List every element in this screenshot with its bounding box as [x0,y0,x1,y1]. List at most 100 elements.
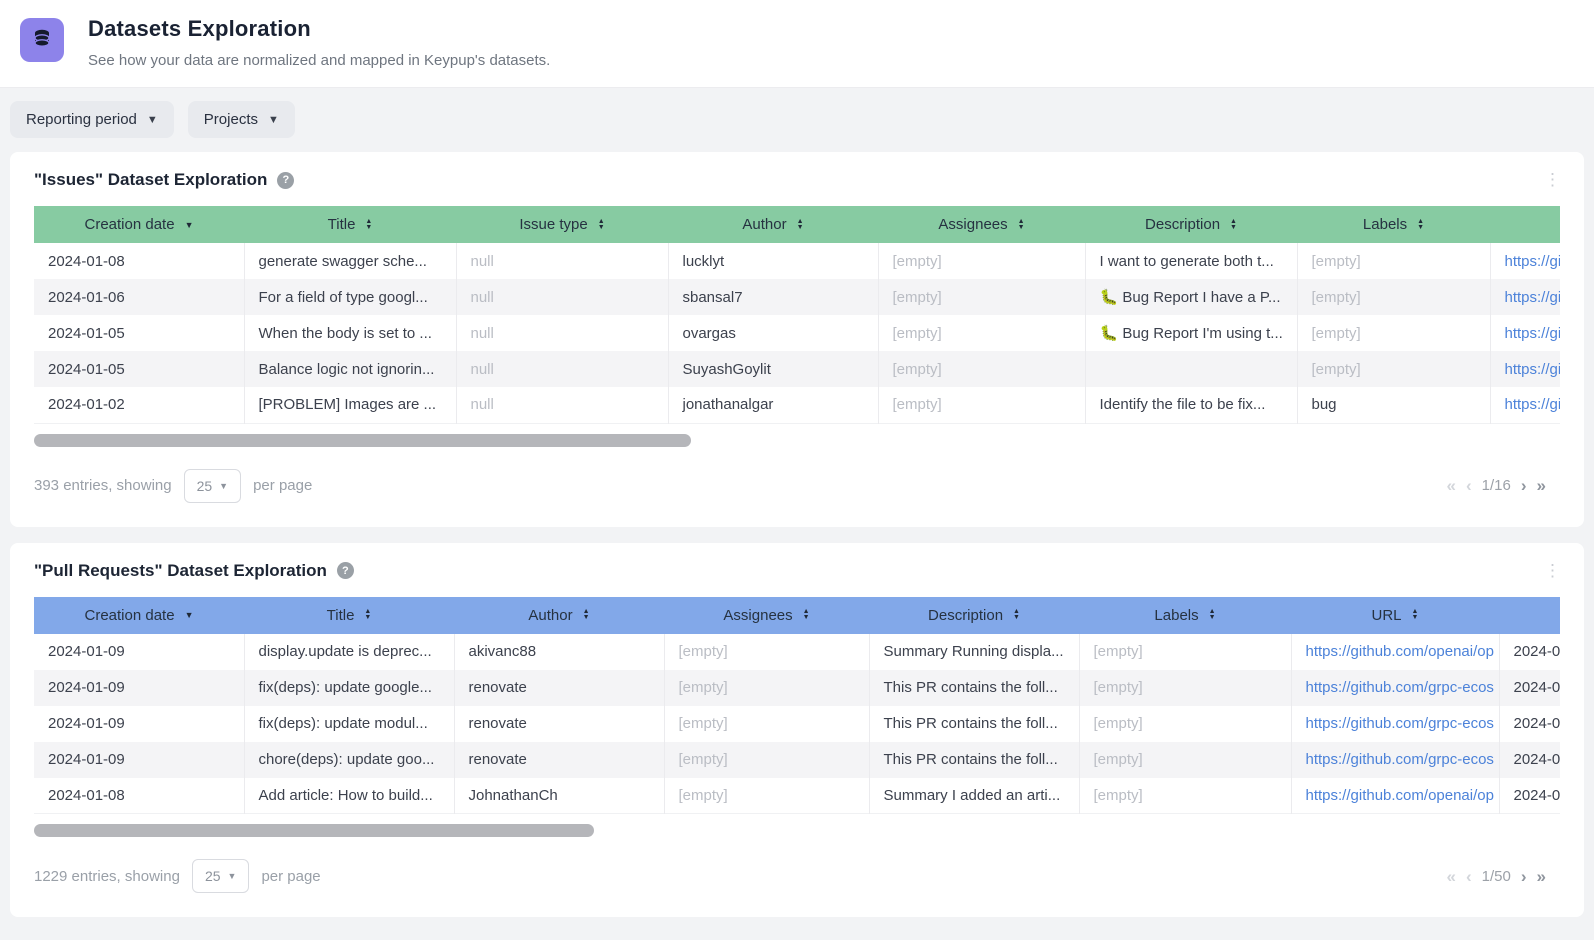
cell-labels: [empty] [1297,351,1491,387]
sort-icon: ▲ ▼ [1013,608,1020,621]
cell-creation-date: 2024-01-05 [34,351,245,387]
column-header-issue-type[interactable]: Issue type ▲ ▼ [456,206,668,243]
cell-description: 🐛 Bug Report I have a P... [1085,279,1298,315]
cell-url-link[interactable]: https://git [1504,324,1561,342]
page-indicator: 1/50 [1481,867,1511,885]
column-header-title[interactable]: Title ▲ ▼ [244,206,456,243]
prev-page-button[interactable]: ‹ [1465,866,1472,886]
prs-table: Creation date ▼ Title ▲ ▼ Author ▲ ▼ Assignee… [34,596,1561,815]
cell-description [1085,351,1298,387]
sort-icon: ▲ ▼ [1417,217,1425,231]
column-header-creation-date[interactable]: Creation date ▼ [34,596,244,634]
cell-creation-date: 2024-01-08 [34,777,245,814]
page-indicator: 1/16 [1481,477,1511,494]
cell-first-commit: 2024-01 [1499,741,1560,778]
first-page-button[interactable]: « [1446,866,1456,886]
issues-table-viewport: Creation date ▼ Title ▲ ▼ Issue type ▲ ▼ Auth… [34,206,1560,424]
table-row: 2024-01-06 For a field of type googl... … [34,279,1560,315]
cell-creation-date: 2024-01-02 [34,387,245,423]
cell-creation-date: 2024-01-09 [34,669,245,706]
column-header-first-commit[interactable]: First c [1499,596,1560,634]
cell-url-link[interactable]: https://github.com/openai/op [1291,633,1500,670]
prev-page-button[interactable]: ‹ [1465,476,1472,495]
cell-title: display.update is deprec... [244,633,455,670]
next-page-button[interactable]: › [1520,866,1527,886]
cell-url-link[interactable]: https://git [1504,252,1561,270]
cell-url-link[interactable]: https://github.com/openai/op [1291,777,1500,814]
column-header-url[interactable]: URL ▲ ▼ [1291,596,1499,634]
cell-title: chore(deps): update goo... [244,741,455,778]
sort-icon: ▲ ▼ [796,217,804,231]
cell-title: For a field of type googl... [244,279,457,315]
cell-assignees: [empty] [878,243,1086,279]
table-row: 2024-01-09 display.update is deprec... a… [34,633,1561,670]
table-row: 2024-01-09 chore(deps): update goo... re… [34,741,1560,778]
issues-panel-title: "Issues" Dataset Exploration [34,170,268,189]
first-page-button[interactable]: « [1446,476,1456,495]
last-page-button[interactable]: » [1536,866,1546,886]
column-header-title[interactable]: Title ▲ ▼ [244,596,454,634]
cell-assignees: [empty] [664,777,870,814]
cell-assignees: [empty] [664,705,870,742]
cell-assignees: [empty] [664,669,870,706]
cell-author: jonathanalgar [668,387,879,423]
sort-desc-icon: ▼ [184,610,194,620]
next-page-button[interactable]: › [1520,476,1527,495]
cell-title: Add article: How to build... [244,777,455,814]
scrollbar-thumb[interactable] [34,433,691,447]
cell-url-link[interactable]: https://github.com/grpc-ecos [1291,741,1500,778]
scrollbar-thumb[interactable] [34,824,594,837]
cell-labels: [empty] [1297,315,1491,351]
per-page-suffix: per page [253,477,313,494]
cell-labels: bug [1297,387,1491,423]
cell-title: fix(deps): update modul... [244,705,455,742]
column-header-assignees[interactable]: Assignees ▲ ▼ [664,596,869,634]
caret-down-icon: ▼ [219,480,229,491]
cell-creation-date: 2024-01-09 [34,741,245,778]
table-row: 2024-01-02 [PROBLEM] Images are ... null… [34,387,1560,423]
column-header-labels[interactable]: Labels ▲ ▼ [1297,206,1490,243]
per-page-select[interactable]: 25 ▼ [191,859,250,893]
per-page-select[interactable]: 25 ▼ [183,468,242,503]
cell-url-link[interactable]: https://git [1504,396,1561,414]
sort-icon: ▲ ▼ [1208,608,1216,621]
cell-assignees: [empty] [878,387,1086,423]
column-header-url[interactable] [1490,206,1560,243]
sort-icon: ▲ ▼ [365,217,373,231]
kebab-menu-icon[interactable]: ⋮ [1544,560,1561,580]
cell-url-link[interactable]: https://github.com/grpc-ecos [1291,705,1500,742]
table-row: 2024-01-08 Add article: How to build... … [34,777,1561,814]
cell-labels: [empty] [1079,633,1292,670]
cell-first-commit: 2024-01 [1513,643,1561,660]
help-icon[interactable]: ? [277,171,295,189]
cell-first-commit: 2024-01 [1513,786,1561,804]
column-header-assignees[interactable]: Assignees ▲ ▼ [878,206,1085,243]
cell-creation-date: 2024-01-05 [34,315,245,351]
cell-url-link[interactable]: https://git [1490,279,1560,315]
column-header-description[interactable]: Description ▲ ▼ [869,596,1079,634]
sort-icon: ▲ ▼ [1230,217,1237,231]
cell-author: lucklyt [668,243,879,279]
cell-url-link[interactable]: https://github.com/grpc-ecos [1291,669,1500,706]
cell-creation-date: 2024-01-06 [34,279,245,315]
cell-issue-type: null [456,315,669,351]
entries-count-text: 393 entries, showing [34,477,172,494]
last-page-button[interactable]: » [1536,476,1546,495]
sort-desc-icon: ▼ [184,219,194,230]
column-header-author[interactable]: Author ▲ ▼ [668,206,878,243]
per-page-suffix: per page [261,867,321,885]
caret-down-icon: ▼ [227,871,237,881]
cell-title: Balance logic not ignorin... [244,351,457,387]
kebab-menu-icon[interactable]: ⋮ [1544,170,1561,189]
reporting-period-filter[interactable]: Reporting period ▼ [10,101,174,138]
cell-assignees: [empty] [878,279,1086,315]
cell-author: sbansal7 [668,279,879,315]
column-header-creation-date[interactable]: Creation date ▼ [34,206,244,243]
column-header-labels[interactable]: Labels ▲ ▼ [1079,596,1291,634]
sort-icon: ▲ ▼ [364,608,372,621]
cell-url-link[interactable]: https://git [1490,351,1560,387]
help-icon[interactable]: ? [336,562,354,579]
column-header-description[interactable]: Description ▲ ▼ [1085,206,1297,243]
projects-filter[interactable]: Projects ▼ [187,101,295,138]
column-header-author[interactable]: Author ▲ ▼ [454,596,664,634]
